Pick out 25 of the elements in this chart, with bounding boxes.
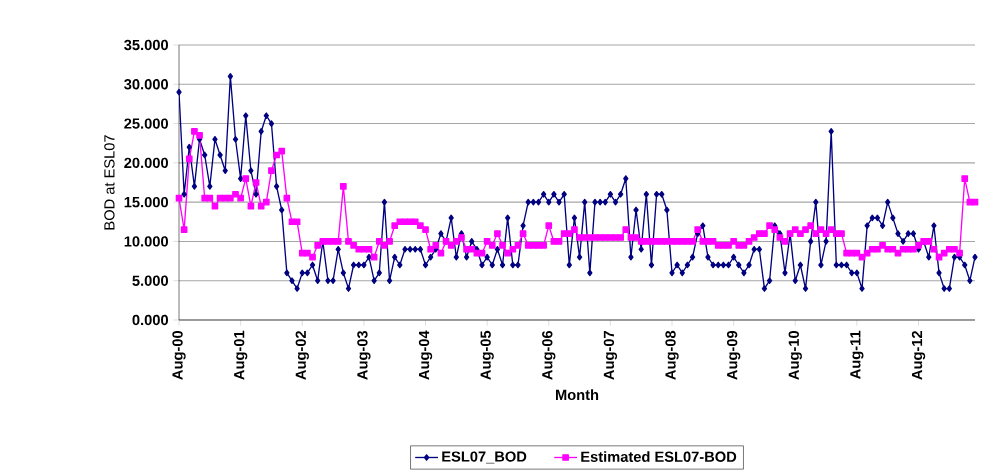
legend-label: Estimated ESL07-BOD bbox=[581, 451, 737, 462]
x-tick-label: Aug-12 bbox=[911, 330, 926, 380]
x-tick-label: Aug-04 bbox=[418, 330, 433, 380]
x-tick-label: Aug-08 bbox=[665, 330, 679, 380]
x-tick-label: Aug-01 bbox=[233, 330, 248, 380]
y-tick-label: 20.000 bbox=[124, 157, 168, 169]
x-tick-label: Aug-11 bbox=[850, 330, 864, 379]
x-tick-label: Aug-07 bbox=[603, 331, 618, 380]
y-tick-label: 10.000 bbox=[124, 236, 168, 247]
y-tick-label: 15.000 bbox=[124, 196, 168, 208]
x-tick-label: Aug-02 bbox=[295, 330, 309, 380]
x-tick-label: Aug-10 bbox=[788, 331, 802, 380]
x-axis-title: Month bbox=[556, 389, 599, 401]
y-tick-label: 30.000 bbox=[124, 79, 168, 90]
x-tick-label: Aug-05 bbox=[480, 330, 494, 380]
x-tick-label: Aug-09 bbox=[726, 330, 741, 380]
y-tick-label: 5.000 bbox=[132, 275, 168, 286]
x-tick-label: Aug-06 bbox=[542, 330, 556, 380]
y-tick-label: 25.000 bbox=[124, 118, 168, 129]
x-tick-label: Aug-00 bbox=[172, 331, 186, 380]
x-tick-label: Aug-03 bbox=[357, 330, 371, 380]
y-tick-label: 35.000 bbox=[124, 39, 168, 51]
y-tick-label: 0.000 bbox=[132, 314, 168, 326]
legend-label: ESL07_BOD bbox=[442, 451, 527, 464]
y-axis-title: BOD at ESL07 bbox=[104, 135, 115, 230]
